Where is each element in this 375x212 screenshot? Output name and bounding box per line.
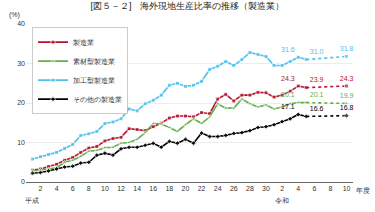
svg-text:10: 10: [101, 185, 109, 192]
svg-text:20.1: 20.1: [281, 91, 295, 98]
svg-text:31.6: 31.6: [281, 46, 295, 53]
svg-text:31.0: 31.0: [310, 48, 324, 55]
svg-text:4: 4: [55, 185, 59, 192]
svg-text:24.3: 24.3: [281, 75, 295, 82]
svg-text:17.1: 17.1: [281, 103, 295, 110]
svg-text:6: 6: [312, 185, 316, 192]
svg-text:製造業: 製造業: [73, 39, 94, 46]
svg-text:16.8: 16.8: [340, 104, 354, 111]
svg-text:20: 20: [182, 185, 190, 192]
svg-text:26: 26: [230, 185, 238, 192]
svg-text:2: 2: [280, 185, 284, 192]
svg-text:14: 14: [133, 185, 141, 192]
svg-text:18: 18: [165, 185, 173, 192]
svg-text:8: 8: [87, 185, 91, 192]
svg-text:24: 24: [214, 185, 222, 192]
svg-text:23.9: 23.9: [310, 76, 324, 83]
svg-text:10: 10: [17, 139, 25, 146]
svg-text:19.9: 19.9: [340, 92, 354, 99]
svg-text:0: 0: [21, 178, 25, 185]
svg-text:30: 30: [262, 185, 270, 192]
svg-text:2: 2: [39, 185, 43, 192]
svg-text:令和: 令和: [275, 197, 289, 205]
svg-text:その他の製造業: その他の製造業: [73, 96, 122, 104]
svg-text:平成: 平成: [25, 197, 39, 204]
svg-text:加工型製造業: 加工型製造業: [73, 77, 115, 84]
svg-text:[図５－２] 海外現地生産比率の推移（製造業）: [図５－２] 海外現地生産比率の推移（製造業）: [90, 1, 284, 11]
svg-text:20.1: 20.1: [310, 91, 324, 98]
svg-text:8: 8: [328, 185, 332, 192]
svg-text:6: 6: [71, 185, 75, 192]
svg-text:(%): (%): [9, 11, 20, 19]
svg-text:24.3: 24.3: [340, 75, 354, 82]
svg-text:素材型製造業: 素材型製造業: [73, 58, 115, 65]
svg-text:30: 30: [17, 60, 25, 67]
svg-text:20: 20: [17, 99, 25, 106]
svg-text:16.6: 16.6: [310, 105, 324, 112]
svg-text:28: 28: [246, 185, 254, 192]
svg-text:22: 22: [198, 185, 206, 192]
svg-text:12: 12: [117, 185, 125, 192]
svg-text:16: 16: [149, 185, 157, 192]
svg-text:40: 40: [17, 20, 25, 27]
svg-text:31.8: 31.8: [340, 45, 354, 52]
svg-text:年度: 年度: [356, 187, 370, 194]
svg-text:10: 10: [343, 185, 351, 192]
svg-text:4: 4: [296, 185, 300, 192]
